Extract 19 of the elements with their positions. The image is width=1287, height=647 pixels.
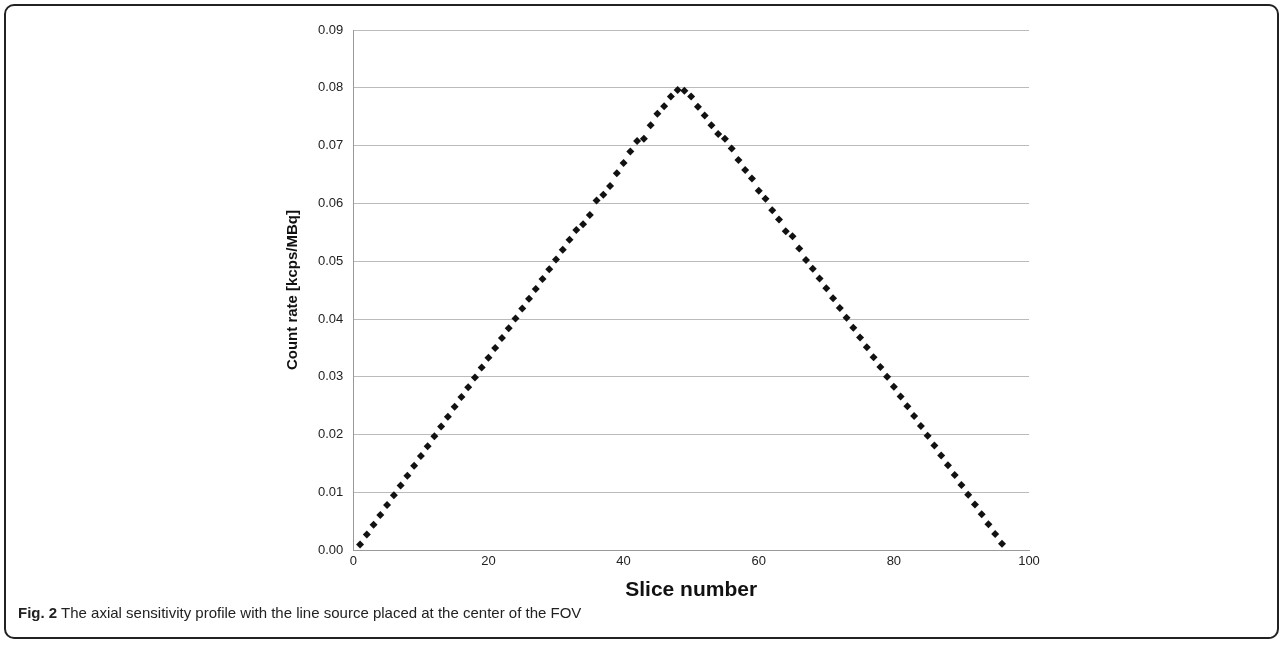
y-tick-label: 0.05 xyxy=(317,252,344,268)
y-tick-label: 0.07 xyxy=(317,137,344,153)
caption: Fig. 2 The axial sensitivity profile with the line source placed at the center of the FOV xyxy=(18,604,582,621)
y-tick-label: 0.00 xyxy=(317,541,344,557)
y-tick-label: 0.06 xyxy=(317,194,344,210)
y-tick-label: 0.09 xyxy=(317,21,344,37)
x-tick-label: 80 xyxy=(886,552,902,568)
x-tick-label: 100 xyxy=(1018,552,1040,568)
y-tick-label: 0.01 xyxy=(317,483,344,499)
x-tick-label: 20 xyxy=(481,552,496,568)
y-tick-label: 0.08 xyxy=(317,79,344,95)
y-axis-title: Count rate [kcps/MBq] xyxy=(283,210,301,371)
x-tick-label: 60 xyxy=(751,552,766,568)
x-tick-label: 40 xyxy=(616,552,631,568)
x-tick-label: 0 xyxy=(349,552,357,568)
y-tick-label: 0.04 xyxy=(317,310,344,326)
y-tick-label: 0.03 xyxy=(317,368,344,384)
x-axis-title: Slice number xyxy=(625,577,758,601)
y-tick-label: 0.02 xyxy=(317,426,344,442)
